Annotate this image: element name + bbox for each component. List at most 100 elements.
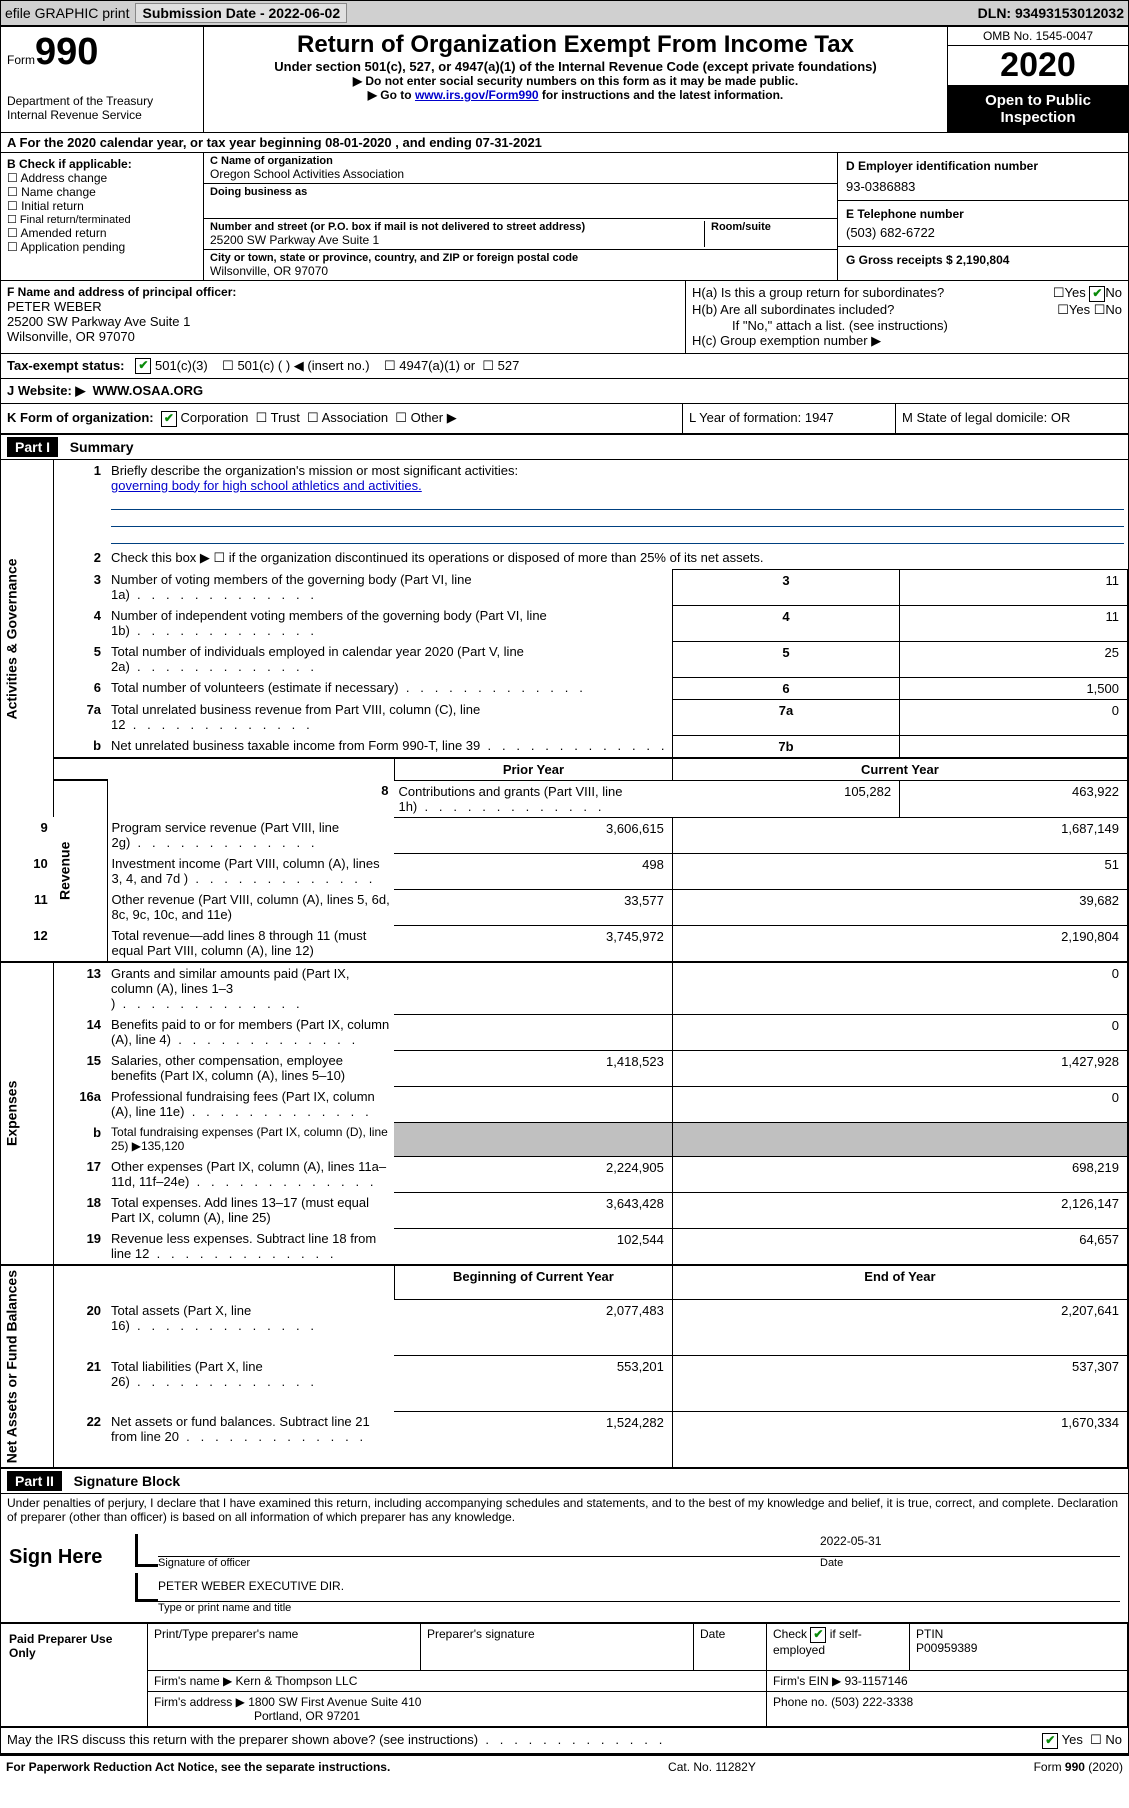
ln-18: 18 [54,1192,107,1228]
submission-date-button[interactable]: Submission Date - 2022-06-02 [135,3,347,23]
l21-text: Total liabilities (Part X, line 26) [111,1359,314,1389]
ln-16a: 16a [54,1086,107,1122]
l10-text: Investment income (Part VIII, column (A)… [112,856,380,886]
dba-label: Doing business as [210,186,831,198]
discuss-options[interactable]: Yes ☐ No [1042,1732,1122,1749]
dept-treasury: Department of the Treasury [7,94,197,108]
nc-7b: 7b [672,735,899,758]
k-form-org: K Form of organization: Corporation ☐ Tr… [1,404,682,433]
c15: 1,427,928 [672,1050,1127,1086]
footer: For Paperwork Reduction Act Notice, see … [0,1756,1129,1778]
summary-table: Activities & Governance 1 Briefly descri… [1,460,1128,1470]
firm-phone: (503) 222-3338 [831,1695,913,1709]
m-state: M State of legal domicile: OR [895,404,1128,433]
k-corp-check[interactable] [161,411,177,427]
c10: 51 [672,853,1127,889]
l8-text: Contributions and grants (Part VIII, lin… [398,784,622,814]
p20: 2,077,483 [394,1300,672,1356]
goto-post: for instructions and the latest informat… [539,88,784,102]
ptin-label: PTIN [916,1627,943,1641]
ssn-warning: ▶ Do not enter social security numbers o… [210,74,941,88]
firm-ein: 93-1157146 [845,1674,908,1688]
efile-label: efile GRAPHIC print [5,5,129,21]
h-end: End of Year [672,1265,1127,1300]
c18: 2,126,147 [672,1192,1127,1228]
check-final-return[interactable]: ☐ Final return/terminated [7,213,197,226]
k-label: K Form of organization: [7,410,154,425]
self-employed-check[interactable] [810,1627,826,1643]
column-b: B Check if applicable: ☐ Address change … [1,153,204,280]
opt-pending: Application pending [20,240,125,254]
ein-label: D Employer identification number [846,159,1120,173]
part1-title: Summary [70,439,134,455]
j-label: J Website: ▶ [7,383,85,398]
te-label: Tax-exempt status: [7,358,125,373]
prep-h3: Date [694,1624,767,1671]
officer-label: F Name and address of principal officer: [7,285,679,299]
ha-no-check [1089,286,1105,302]
l20-text: Total assets (Part X, line 16) [111,1303,314,1333]
te-501c3-check[interactable] [135,358,151,374]
side-expenses: Expenses [1,962,54,1265]
mission-line3 [111,527,1123,544]
p21: 553,201 [394,1356,672,1412]
p13 [394,962,672,1014]
c21: 537,307 [672,1356,1127,1412]
p12: 3,745,972 [394,925,672,962]
form-header: Form990 Department of the Treasury Inter… [1,27,1128,133]
officer-addr1: 25200 SW Parkway Ave Suite 1 [7,314,679,329]
check-app-pending[interactable]: ☐ Application pending [7,240,197,254]
type-label: Type or print name and title [158,1602,1120,1614]
firm-addr2: Portland, OR 97201 [154,1709,360,1723]
ptin-value: P00959389 [916,1641,977,1655]
form990-link[interactable]: www.irs.gov/Form990 [415,88,539,102]
mission-line2 [111,510,1123,527]
form-word: Form [7,53,35,67]
signature-block: Sign Here 2022-05-31 Signature of office… [1,1526,1128,1623]
l19-text: Revenue less expenses. Subtract line 18 … [111,1231,376,1261]
opt-address: Address change [20,171,107,185]
p10: 498 [394,853,672,889]
p16b [394,1122,672,1156]
ln-19: 19 [54,1228,107,1265]
gross-receipts: G Gross receipts $ 2,190,804 [846,253,1120,267]
part1-badge: Part I [7,437,58,457]
firm-addr1: 1800 SW First Avenue Suite 410 [248,1695,421,1709]
row-j-website: J Website: ▶ WWW.OSAA.ORG [1,379,1128,404]
officer-name: PETER WEBER [7,299,679,314]
part2-header-row: Part II Signature Block [1,1469,1128,1494]
city-value: Wilsonville, OR 97070 [210,264,831,278]
form-container: Form990 Department of the Treasury Inter… [0,26,1129,1756]
header-right: OMB No. 1545-0047 2020 Open to Public In… [947,27,1128,132]
l1-value[interactable]: governing body for high school athletics… [111,478,422,493]
hb-options[interactable]: ☐Yes ☐No [1057,302,1122,318]
p15: 1,418,523 [394,1050,672,1086]
row-k: K Form of organization: Corporation ☐ Tr… [1,404,1128,435]
c13: 0 [672,962,1127,1014]
col-f: F Name and address of principal officer:… [1,281,686,353]
c8: 463,922 [900,780,1128,817]
prep-h5: PTIN P00959389 [910,1624,1128,1671]
check-name-change[interactable]: ☐ Name change [7,185,197,199]
ha-options[interactable]: ☐Yes No [1053,285,1122,302]
l16a-text: Professional fundraising fees (Part IX, … [111,1089,375,1119]
p9: 3,606,615 [394,817,672,853]
c20: 2,207,641 [672,1300,1127,1356]
k-trust: Trust [271,410,300,425]
hc-label: H(c) Group exemption number ▶ [692,333,1122,349]
firm-phone-label: Phone no. [773,1695,828,1709]
check-amended[interactable]: ☐ Amended return [7,226,197,240]
l2-text: Check this box ▶ ☐ if the organization d… [107,547,1127,570]
check-address-change[interactable]: ☐ Address change [7,171,197,185]
check-initial-return[interactable]: ☐ Initial return [7,199,197,213]
c12: 2,190,804 [672,925,1127,962]
ln-2: 2 [54,547,107,570]
officer-sig-line[interactable] [158,1534,820,1556]
te-opt1: 501(c)(3) [155,358,208,373]
dln-label: DLN: 93493153012032 [978,5,1124,21]
officer-addr2: Wilsonville, OR 97070 [7,329,679,344]
ln-16b: b [54,1122,107,1156]
ln-9: 9 [1,817,54,853]
col-h: H(a) Is this a group return for subordin… [686,281,1128,353]
ln-3: 3 [54,569,107,605]
